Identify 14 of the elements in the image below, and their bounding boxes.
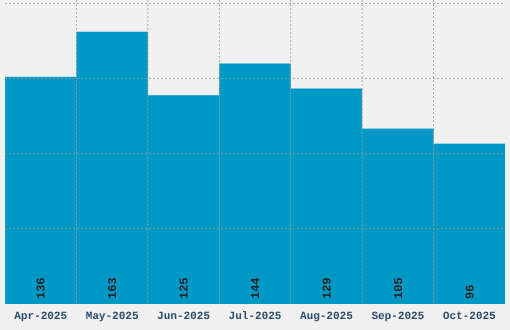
data-label: 125 [178, 277, 192, 299]
x-tick-label: Oct-2025 [442, 311, 496, 323]
data-label: 136 [34, 277, 49, 299]
x-tick-label: Aug-2025 [300, 311, 354, 323]
data-label: 96 [463, 284, 478, 299]
data-label: 144 [249, 277, 263, 299]
x-tick-label: Sep-2025 [371, 311, 425, 323]
x-tick-label: Apr-2025 [14, 311, 68, 323]
data-label: 129 [320, 277, 334, 299]
x-tick-label: May-2025 [86, 311, 139, 323]
x-tick-label: Jul-2025 [228, 311, 282, 323]
data-label: 163 [106, 277, 120, 299]
x-tick-label: Jun-2025 [157, 311, 210, 323]
data-label: 105 [392, 277, 406, 299]
